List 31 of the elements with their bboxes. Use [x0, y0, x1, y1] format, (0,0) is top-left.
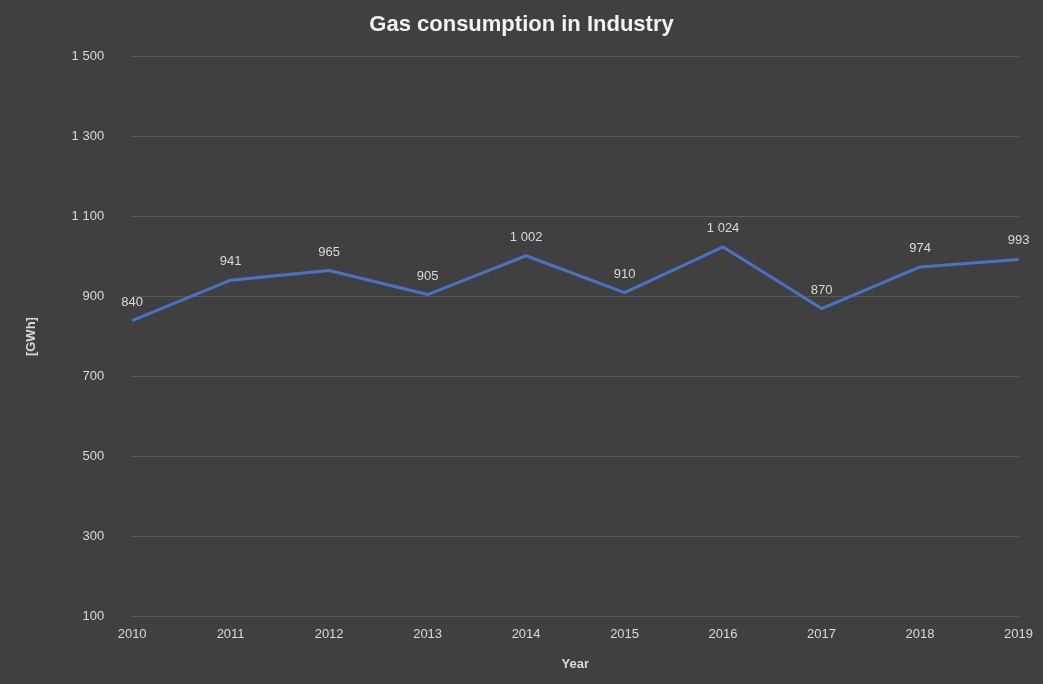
- x-tick-label: 2016: [708, 626, 738, 642]
- y-tick-label: 100: [82, 608, 105, 624]
- x-tick-label: 2017: [807, 626, 837, 642]
- data-label: 941: [219, 253, 242, 269]
- y-tick-label: 1 500: [71, 47, 105, 63]
- y-tick-label: 500: [82, 448, 105, 464]
- data-label: 1 024: [706, 220, 740, 236]
- data-label: 1 002: [509, 228, 543, 244]
- y-tick-label: 900: [82, 288, 105, 304]
- x-axis-title: Year: [561, 655, 590, 671]
- x-tick-label: 2015: [610, 626, 640, 642]
- data-label: 840: [121, 293, 143, 309]
- y-tick-label: 1 100: [71, 208, 105, 224]
- y-tick-label: 300: [82, 528, 105, 544]
- x-tick-label: 2018: [905, 626, 935, 642]
- y-axis-title: [GWh]: [23, 317, 39, 357]
- x-tick-label: 2014: [511, 626, 541, 642]
- data-label: 965: [318, 243, 340, 259]
- x-tick-label: 2019: [1004, 626, 1033, 642]
- data-label: 870: [810, 281, 833, 297]
- x-tick-label: 2010: [117, 626, 147, 642]
- data-label: 974: [909, 240, 931, 256]
- x-tick-label: 2013: [413, 626, 443, 642]
- data-label: 910: [613, 265, 636, 281]
- y-tick-label: 1 300: [71, 128, 105, 144]
- x-tick-label: 2012: [314, 626, 344, 642]
- x-tick-label: 2011: [216, 626, 245, 642]
- data-label: 905: [416, 267, 439, 283]
- y-tick-label: 700: [82, 368, 105, 384]
- data-label: 993: [1007, 232, 1030, 248]
- chart-title: Gas consumption in Industry: [369, 11, 675, 37]
